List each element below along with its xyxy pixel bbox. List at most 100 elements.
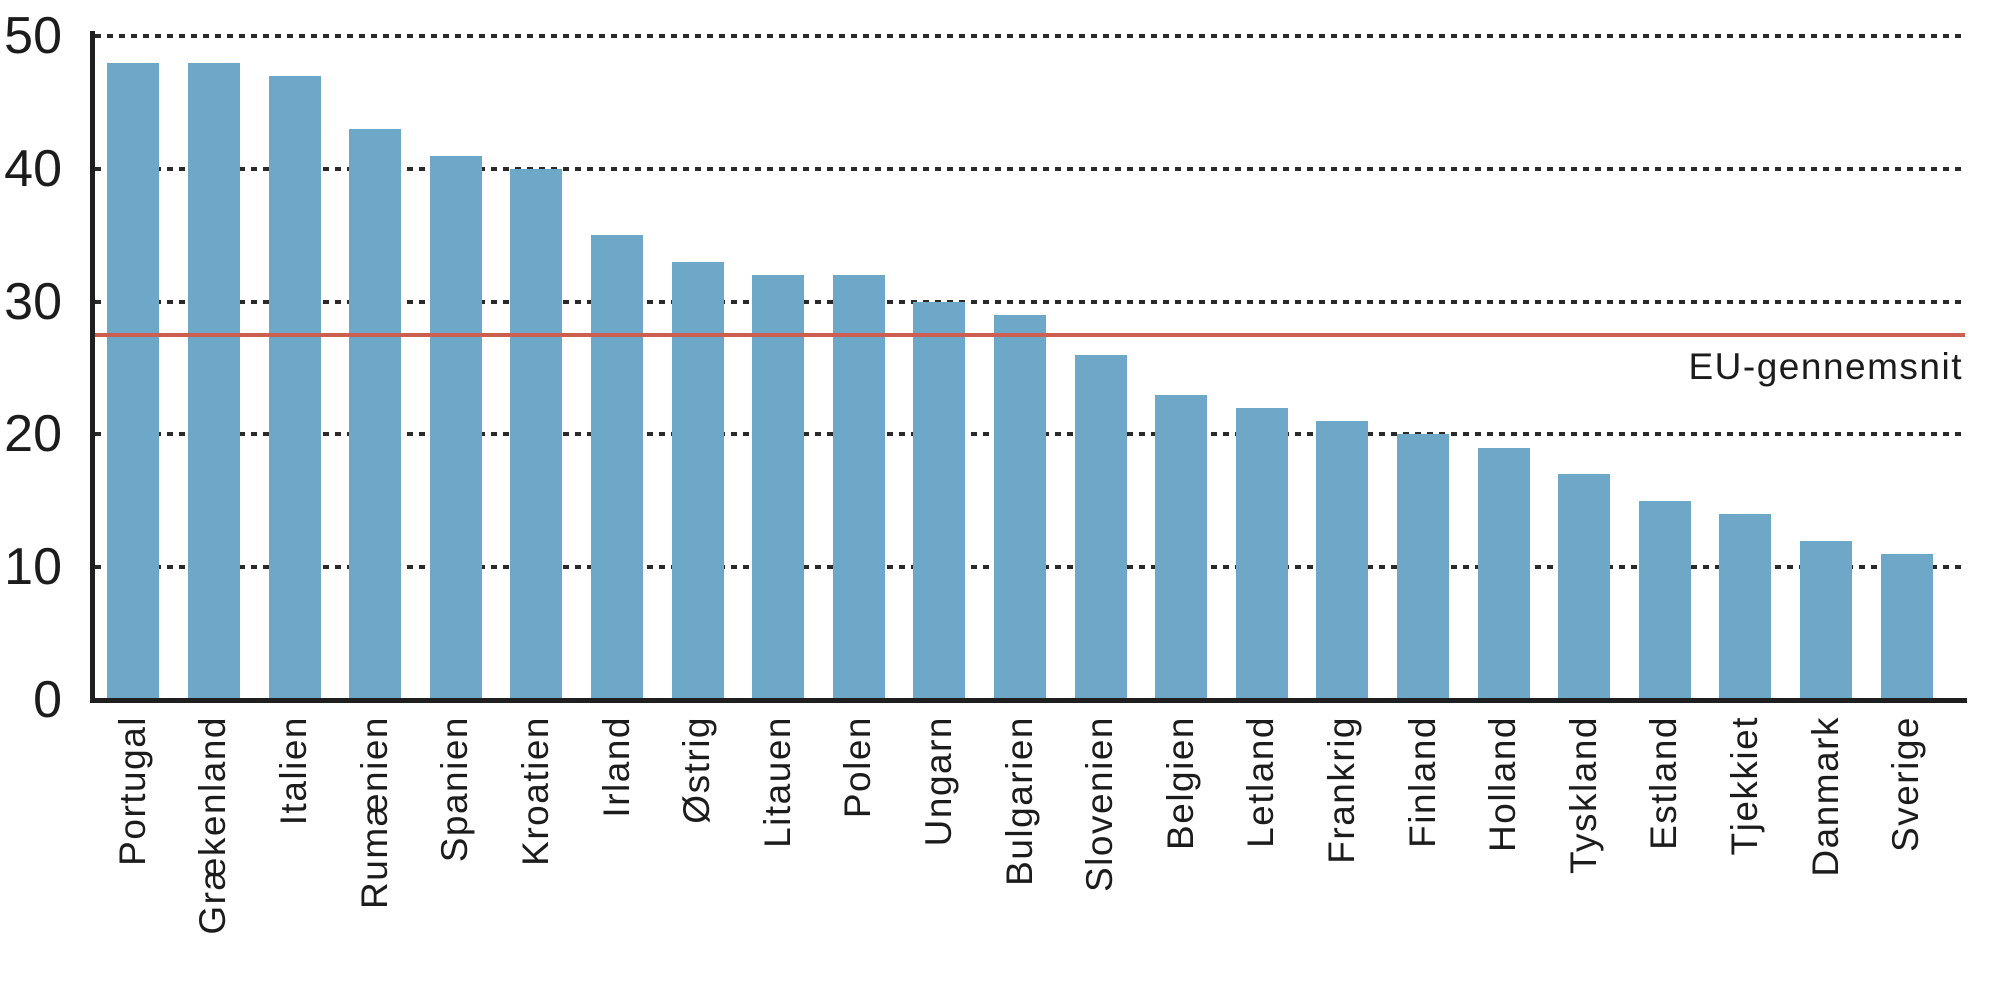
x-axis-category-label: Frankrig (1321, 716, 1363, 864)
bar-rumænien (349, 128, 402, 700)
eu-average-label: EU-gennemsnit (1688, 346, 1963, 387)
x-label-slot: Tyskland (1544, 716, 1625, 935)
x-axis-category-label: Holland (1482, 716, 1524, 852)
x-label-slot: Frankrig (1302, 716, 1383, 935)
x-label-slot: Estland (1625, 716, 1706, 935)
bar-holland (1477, 447, 1530, 700)
bar-slot (415, 36, 496, 700)
x-axis-category-label: Spanien (434, 716, 476, 863)
gridline-30 (95, 299, 1967, 304)
bar-estland (1638, 500, 1691, 700)
bar-slot (93, 36, 174, 700)
bar-slovenien (1074, 354, 1127, 700)
bar-kroatien (510, 168, 563, 700)
bar-slot (1383, 36, 1464, 700)
bar-polen (832, 275, 885, 700)
x-axis-category-label: Belgien (1159, 716, 1201, 850)
bar-slot (1786, 36, 1867, 700)
bar-slot (1463, 36, 1544, 700)
bar-slot (174, 36, 255, 700)
bar-italien (268, 75, 321, 700)
bar-slot (496, 36, 577, 700)
x-axis-category-label: Polen (837, 716, 879, 819)
bar-slot (335, 36, 416, 700)
bar-belgien (1155, 394, 1208, 700)
bar-slot (1060, 36, 1141, 700)
bar-slot (1705, 36, 1786, 700)
bar-slot (577, 36, 658, 700)
bar-portugal (107, 62, 160, 700)
x-label-slot: Polen (818, 716, 899, 935)
x-label-slot: Spanien (415, 716, 496, 935)
bar-slot (1302, 36, 1383, 700)
x-label-slot: Kroatien (496, 716, 577, 935)
bar-tyskland (1558, 474, 1611, 700)
bar-finland (1397, 434, 1450, 700)
bar-slot (738, 36, 819, 700)
x-label-slot: Irland (577, 716, 658, 935)
x-label-slot: Østrig (657, 716, 738, 935)
x-label-slot: Tjekkiet (1705, 716, 1786, 935)
bar-slot (254, 36, 335, 700)
bars-container (93, 36, 1947, 700)
x-label-slot: Letland (1222, 716, 1303, 935)
eu-average-reference-line (95, 332, 1965, 337)
x-label-slot: Portugal (93, 716, 174, 935)
x-axis-category-label: Letland (1240, 716, 1282, 848)
bar-slot (1544, 36, 1625, 700)
x-label-slot: Finland (1383, 716, 1464, 935)
bar-irland (590, 235, 643, 700)
x-axis-category-label: Irland (595, 716, 637, 818)
bar-slot (899, 36, 980, 700)
x-label-slot: Danmark (1786, 716, 1867, 935)
bar-danmark (1800, 540, 1853, 700)
bar-letland (1235, 407, 1288, 700)
bar-bulgarien (994, 314, 1046, 700)
bar-slot (1222, 36, 1303, 700)
x-label-slot: Ungarn (899, 716, 980, 935)
x-label-slot: Holland (1463, 716, 1544, 935)
gridline-50 (95, 34, 1967, 38)
x-label-slot: Italien (254, 716, 335, 935)
bar-slot (818, 36, 899, 700)
y-axis-tick-label: 30 (4, 272, 62, 331)
x-axis-category-label: Slovenien (1079, 716, 1121, 893)
bar-sverige (1880, 553, 1933, 700)
x-axis-category-label: Grækenland (192, 716, 234, 935)
x-label-slot: Sverige (1866, 716, 1947, 935)
x-axis-category-label: Danmark (1804, 716, 1846, 877)
bar-slot (1141, 36, 1222, 700)
bar-slot (657, 36, 738, 700)
x-axis-category-label: Tyskland (1562, 716, 1604, 875)
x-axis-category-label: Sverige (1885, 716, 1927, 852)
y-axis-tick-label: 40 (4, 139, 62, 198)
x-axis-category-label: Finland (1401, 716, 1443, 848)
x-axis-category-label: Italien (273, 716, 315, 826)
x-label-slot: Litauen (738, 716, 819, 935)
x-axis-category-label: Estland (1643, 716, 1685, 850)
x-axis-category-label: Bulgarien (998, 716, 1040, 886)
y-axis-tick-label: 50 (4, 7, 62, 65)
bar-ungarn (913, 301, 966, 700)
x-label-slot: Rumænien (335, 716, 416, 935)
bar-grækenland (187, 62, 240, 700)
gridline-40 (95, 166, 1967, 171)
x-label-slot: Grækenland (174, 716, 255, 935)
x-axis-category-label: Ungarn (917, 716, 959, 847)
y-axis-tick-label: 10 (4, 538, 62, 597)
y-axis-line (90, 31, 95, 703)
x-axis-category-label: Kroatien (514, 716, 556, 866)
x-label-slot: Belgien (1141, 716, 1222, 935)
bar-litauen (752, 275, 805, 700)
bar-tjekkiet (1719, 514, 1772, 700)
bar-slot (980, 36, 1061, 700)
bar-østrig (671, 261, 724, 700)
x-axis-line (90, 698, 1967, 703)
y-axis-tick-label: 20 (4, 405, 62, 464)
x-axis-category-label: Tjekkiet (1724, 716, 1766, 856)
bar-slot (1866, 36, 1947, 700)
x-axis-category-label: Portugal (111, 716, 153, 866)
y-axis-tick-label: 0 (33, 671, 62, 729)
